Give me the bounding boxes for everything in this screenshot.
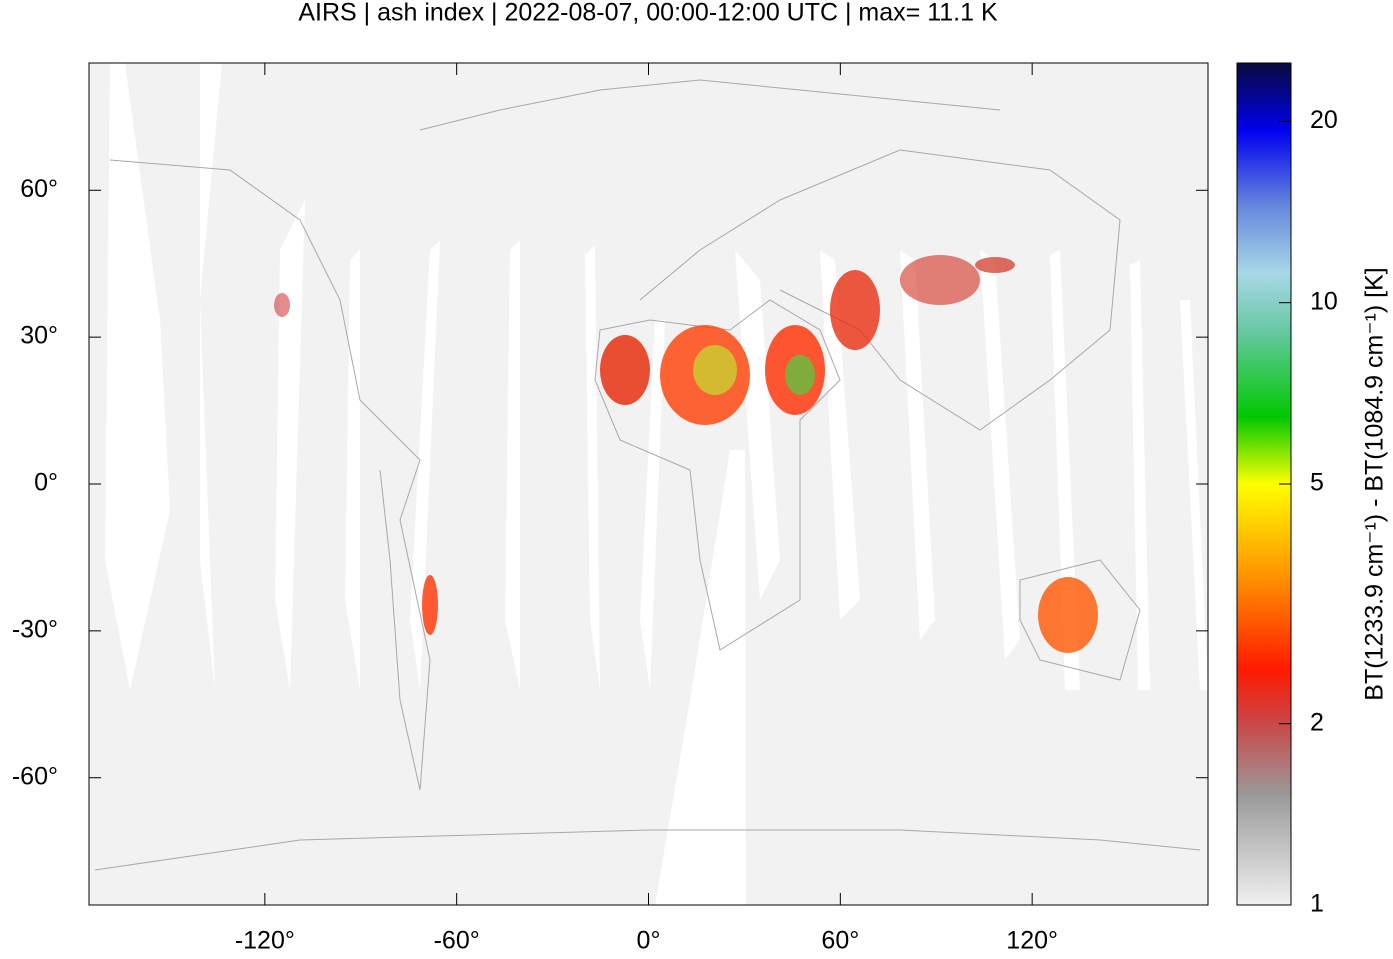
colorbar-tick-label: 10	[1310, 287, 1338, 315]
chart-title: AIRS | ash index | 2022-08-07, 00:00-12:…	[298, 0, 998, 27]
colorbar-tick-label: 5	[1310, 469, 1324, 497]
coastlines	[94, 79, 1201, 871]
x-tick-label: 0°	[637, 927, 661, 954]
y-tick-label: 60°	[20, 175, 58, 203]
y-tick-label: 0°	[34, 469, 58, 497]
x-tick-label: -120°	[235, 927, 295, 954]
ash-signal	[274, 255, 1098, 653]
x-tick-label: 120°	[1006, 927, 1058, 954]
x-tick-label: -60°	[434, 927, 480, 954]
swath-gaps	[105, 63, 1208, 905]
y-tick-label: -60°	[12, 762, 58, 790]
y-tick-label: 30°	[20, 322, 58, 350]
colorbar-tick-label: 1	[1310, 890, 1324, 918]
colorbar-tick-label: 20	[1310, 106, 1338, 134]
colorbar-tick-label: 2	[1310, 708, 1324, 736]
x-tick-label: 60°	[821, 927, 859, 954]
map	[89, 63, 1208, 905]
colorbar-label: BT(1233.9 cm⁻¹) - BT(1084.9 cm⁻¹) [K]	[1361, 267, 1389, 700]
y-tick-label: -30°	[12, 615, 58, 643]
